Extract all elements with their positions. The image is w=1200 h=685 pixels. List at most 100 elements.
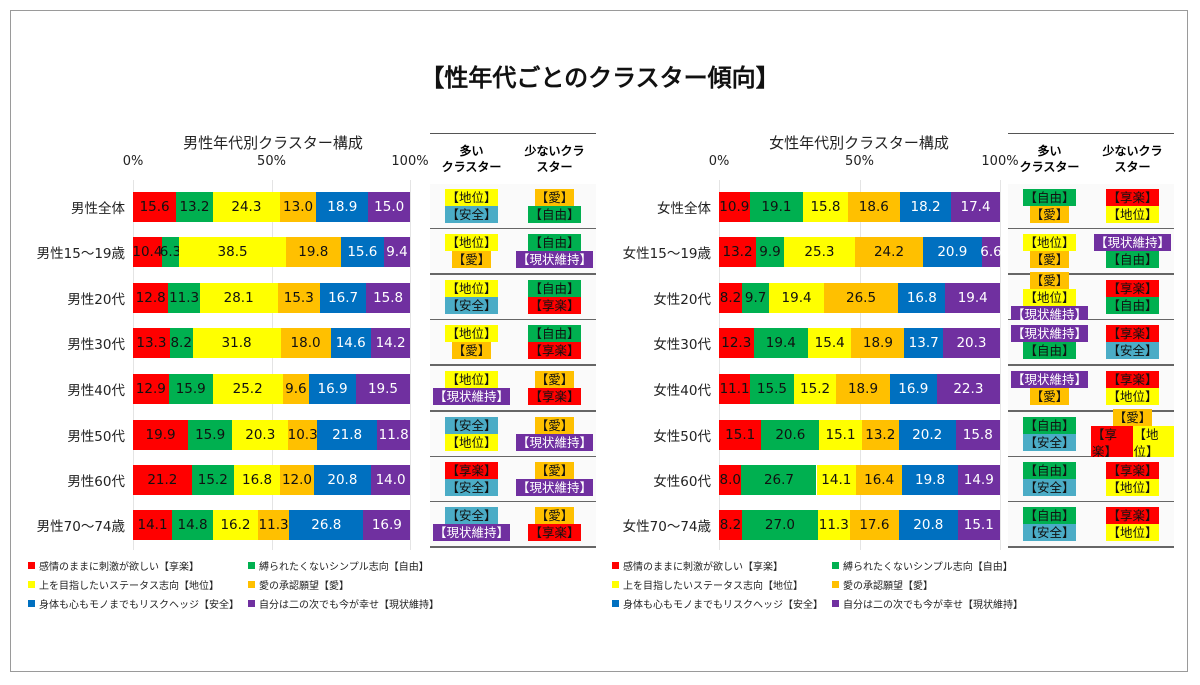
cluster-tag-愛: 【愛】 xyxy=(1029,206,1070,223)
bar-segment-地位: 31.8 xyxy=(192,328,281,358)
bar-segment-現状維持: 17.4 xyxy=(951,192,1000,222)
table-row: 【愛】 【地位】 【現状維持】 【享楽】 【自由】 xyxy=(1008,271,1174,323)
bar-segment-現状維持: 14.0 xyxy=(371,465,410,495)
cluster-tag-地位: 【地位】 xyxy=(1106,524,1159,541)
tag-line: 【享楽】 xyxy=(1106,325,1159,342)
tag-line: 【愛】 xyxy=(1029,206,1070,223)
tag-line: 【自由】 xyxy=(1023,417,1076,434)
tag-line: 【自由】 xyxy=(1023,189,1076,206)
cluster-table: 多い クラスター 少ないクラ スター 【地位】 【安全】 【愛】 【自由】 【地位】 【愛】【… xyxy=(430,133,596,548)
cell-few: 【自由】 【享楽】 xyxy=(513,320,596,364)
bar-segment-安全: 20.2 xyxy=(898,420,956,450)
tag-line: 【現状維持】 xyxy=(1010,325,1088,342)
bar-segment-現状維持: 6.6 xyxy=(980,237,1002,267)
bar-segment-享楽: 15.6 xyxy=(133,192,177,222)
cluster-tag-地位: 【地位】 xyxy=(445,234,498,251)
table-header: 多い クラスター 少ないクラ スター xyxy=(1008,133,1174,188)
bar-segment-安全: 16.8 xyxy=(898,283,946,313)
tag-line: 【地位】 xyxy=(1106,388,1159,405)
legend-item: 縛られたくないシンプル志向【自由】 xyxy=(248,558,448,573)
cluster-tag-現状維持: 【現状維持】 xyxy=(432,388,510,405)
legend-swatch xyxy=(612,562,619,569)
bar-segment-安全: 26.8 xyxy=(289,510,364,540)
legend-item: 縛られたくないシンプル志向【自由】 xyxy=(832,558,1032,573)
cluster-tag-享楽: 【享楽】 xyxy=(528,297,581,314)
bar-segment-享楽: 14.1 xyxy=(133,510,173,540)
bar-segment-安全: 14.6 xyxy=(330,328,371,358)
cluster-tag-地位: 【地位】 xyxy=(445,371,498,388)
table-row: 【自由】 【安全】 【愛】 【享楽】 【地位】 xyxy=(1008,408,1174,460)
category-label: 男性40代 xyxy=(67,383,125,399)
cluster-tag-地位: 【地位】 xyxy=(445,325,498,342)
cluster-tag-地位: 【地位】 xyxy=(1023,234,1076,251)
table-row: 【地位】 【愛】 【自由】 【現状維持】 xyxy=(430,229,596,275)
tag-line: 【享楽】 xyxy=(1106,507,1159,524)
table-row: 【安全】 【現状維持】 【愛】 【享楽】 xyxy=(430,502,596,548)
cluster-tag-現状維持: 【現状維持】 xyxy=(515,251,593,268)
cluster-tag-愛: 【愛】 xyxy=(1029,251,1070,268)
legend-item: 感情のままに刺激が欲しい【享楽】 xyxy=(612,558,832,573)
table-row: 【自由】 【安全】 【享楽】 【地位】 xyxy=(1008,457,1174,503)
tag-line: 【現状維持】 xyxy=(515,479,593,496)
cell-many: 【享楽】 【安全】 xyxy=(430,457,513,501)
bar-segment-安全: 20.8 xyxy=(313,465,372,495)
tag-line: 【安全】 xyxy=(445,507,498,524)
legend-swatch xyxy=(612,581,619,588)
bar-segment-自由: 26.7 xyxy=(741,465,817,495)
cluster-tag-自由: 【自由】 xyxy=(1023,417,1076,434)
tag-line: 【現状維持】 xyxy=(515,434,593,451)
table-row: 【地位】 【愛】 【自由】 【享楽】 xyxy=(430,320,596,366)
tag-line: 【自由】 xyxy=(1023,342,1076,359)
cluster-tag-地位: 【地位】 xyxy=(445,280,498,297)
table-row: 【自由】 【安全】 【享楽】 【地位】 xyxy=(1008,502,1174,548)
tag-line: 【愛】 xyxy=(1029,251,1070,268)
bar-segment-現状維持: 22.3 xyxy=(937,374,1000,404)
tag-line: 【自由】 xyxy=(528,206,581,223)
bar-segment-愛: 17.6 xyxy=(849,510,900,540)
tag-line: 【安全】 xyxy=(445,417,498,434)
bar-segment-自由: 6.3 xyxy=(160,237,181,267)
bar-segment-愛: 26.5 xyxy=(823,283,899,313)
cell-many: 【自由】 【愛】 xyxy=(1008,184,1091,228)
table-row: 【地位】 【安全】 【自由】 【享楽】 xyxy=(430,275,596,321)
tag-line: 【現状維持】 xyxy=(432,524,510,541)
cell-many: 【地位】 【安全】 xyxy=(430,184,513,228)
bar-segment-享楽: 10.4 xyxy=(132,237,162,267)
bar-segment-地位: 25.2 xyxy=(212,374,283,404)
category-label: 女性30代 xyxy=(653,337,711,353)
cell-many: 【地位】 【現状維持】 xyxy=(430,366,513,410)
bar-segment-愛: 9.6 xyxy=(282,374,310,404)
legend-label: 感情のままに刺激が欲しい【享楽】 xyxy=(623,562,783,573)
tag-line: 【愛】 xyxy=(534,462,575,479)
bar-segment-地位: 16.8 xyxy=(233,465,281,495)
bar-segment-安全: 16.7 xyxy=(319,283,367,313)
bar-segment-自由: 9.7 xyxy=(742,283,770,313)
cluster-tag-愛: 【愛】 xyxy=(534,417,575,434)
legend-swatch xyxy=(28,600,35,607)
bar-segment-自由: 19.4 xyxy=(753,328,809,358)
bar-segment-享楽: 13.2 xyxy=(719,237,757,267)
tag-line: 【地位】 xyxy=(1023,288,1076,306)
cluster-tag-愛: 【愛】 xyxy=(534,189,575,206)
tag-line: 【現状維持】 xyxy=(515,251,593,268)
tag-line: 【安全】 xyxy=(445,206,498,223)
bar-segment-愛: 19.8 xyxy=(285,237,341,267)
cluster-tag-愛: 【愛】 xyxy=(534,507,575,524)
cluster-tag-現状維持: 【現状維持】 xyxy=(515,434,593,451)
category-label: 女性50代 xyxy=(653,429,711,445)
table-row: 【地位】 【安全】 【愛】 【自由】 xyxy=(430,184,596,230)
cell-many: 【現状維持】 【自由】 xyxy=(1008,320,1091,364)
tag-line: 【愛】 xyxy=(534,371,575,388)
cluster-tag-安全: 【安全】 xyxy=(445,417,498,434)
cluster-tag-愛: 【愛】 xyxy=(451,342,492,359)
cluster-tag-享楽: 【享楽】 xyxy=(528,342,581,359)
cluster-tag-現状維持: 【現状維持】 xyxy=(432,524,510,541)
cluster-tag-地位: 【地位】 xyxy=(1106,206,1159,223)
legend-label: 感情のままに刺激が欲しい【享楽】 xyxy=(39,562,199,573)
cell-few: 【享楽】 【地位】 xyxy=(1091,366,1174,410)
bar-segment-安全: 20.8 xyxy=(899,510,958,540)
tag-line: 【自由】 xyxy=(1023,507,1076,524)
legend-label: 愛の承認願望【愛】 xyxy=(259,581,349,592)
tag-line: 【自由】 xyxy=(528,234,581,251)
cell-many: 【愛】 【地位】 【現状維持】 xyxy=(1008,271,1091,323)
